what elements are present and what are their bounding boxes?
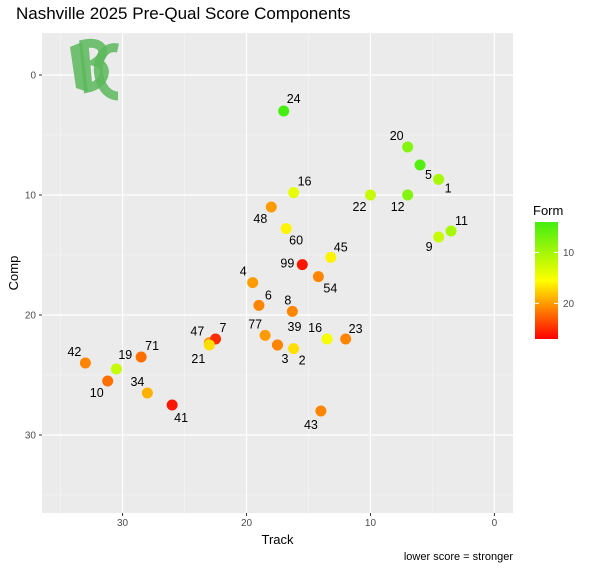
x-tick-label: 10 <box>365 518 377 529</box>
chart-title: Nashville 2025 Pre-Qual Score Components <box>16 4 351 23</box>
point-label: 16 <box>308 321 322 335</box>
x-axis-title: Track <box>261 532 294 547</box>
point-label: 42 <box>67 345 81 359</box>
data-point <box>247 277 259 289</box>
point-label: 20 <box>390 129 404 143</box>
point-label: 47 <box>190 325 204 339</box>
chart-caption: lower score = stronger <box>403 551 513 563</box>
y-axis-title: Comp <box>6 256 21 291</box>
data-point <box>253 299 265 311</box>
minor-gridlines <box>42 33 513 513</box>
point-label: 39 <box>288 320 302 334</box>
data-point <box>259 329 271 341</box>
data-point <box>315 405 327 417</box>
point-label: 60 <box>289 234 303 248</box>
point-label: 54 <box>323 282 337 296</box>
point-label: 5 <box>425 168 432 182</box>
data-point <box>445 225 457 237</box>
y-tick-label: 10 <box>25 191 37 202</box>
legend-colorbar <box>535 222 558 339</box>
point-label: 16 <box>298 175 312 189</box>
point-label: 41 <box>174 411 188 425</box>
point-label: 6 <box>265 288 272 302</box>
data-point <box>433 231 445 243</box>
data-point <box>79 357 91 369</box>
point-label: 77 <box>248 317 262 331</box>
point-label: 7 <box>220 321 227 335</box>
legend-tick-label: 20 <box>563 299 575 310</box>
legend-title: Form <box>533 203 564 218</box>
plot-panel <box>42 33 513 513</box>
data-point <box>296 259 308 271</box>
data-point <box>166 399 178 411</box>
point-label: 12 <box>391 200 405 214</box>
data-point <box>288 187 300 199</box>
point-label: 99 <box>280 257 294 271</box>
data-point <box>340 333 352 345</box>
data-point <box>402 141 414 153</box>
data-point <box>433 173 445 185</box>
major-gridlines <box>42 33 513 513</box>
data-point <box>102 375 114 387</box>
point-label: 45 <box>334 240 348 254</box>
point-label: 71 <box>145 339 159 353</box>
point-label: 22 <box>353 200 367 214</box>
x-axis-ticks: 0 10 20 30 <box>117 513 498 529</box>
x-tick-label: 20 <box>241 518 253 529</box>
logo-letter-c <box>93 43 119 101</box>
point-label: 2 <box>299 354 306 368</box>
point-label: 48 <box>253 212 267 226</box>
data-point <box>265 201 277 213</box>
point-label: 34 <box>130 375 144 389</box>
data-point <box>110 363 122 375</box>
data-point <box>280 223 292 235</box>
point-label: 8 <box>284 293 291 307</box>
data-points <box>79 105 457 417</box>
data-point <box>364 189 376 201</box>
data-point <box>135 351 147 363</box>
data-point <box>321 333 333 345</box>
point-label: 4 <box>240 265 247 279</box>
data-point <box>272 339 283 351</box>
point-label: 19 <box>118 348 132 362</box>
legend-tick-label: 10 <box>563 248 575 259</box>
data-point <box>312 271 324 283</box>
point-labels: 24 20 51 16 22 12 48 11 9 60 45 99 54 4 6 8 77 39 16 23 3 2 47… <box>67 92 468 432</box>
x-tick-label: 0 <box>492 518 498 529</box>
data-point <box>414 159 426 171</box>
data-point <box>286 305 298 317</box>
point-label: 10 <box>90 386 104 400</box>
point-label: 21 <box>191 352 205 366</box>
y-tick-label: 30 <box>25 431 37 442</box>
data-point <box>325 251 337 263</box>
point-label: 43 <box>304 418 318 432</box>
bc-logo <box>70 38 119 101</box>
point-label: 9 <box>426 240 433 254</box>
x-tick-label: 30 <box>117 518 129 529</box>
y-tick-label: 0 <box>30 71 36 82</box>
y-axis-ticks: 0 10 20 30 <box>25 71 42 442</box>
form-color-legend: 10 20 <box>535 222 575 339</box>
y-tick-label: 20 <box>25 311 37 322</box>
point-label: 1 <box>445 181 452 195</box>
point-label: 24 <box>287 92 301 106</box>
data-point <box>288 343 300 355</box>
data-point <box>141 387 153 399</box>
point-label: 11 <box>455 214 468 228</box>
point-label: 3 <box>282 352 289 366</box>
point-label: 23 <box>349 322 363 336</box>
data-point <box>203 339 215 351</box>
data-point <box>402 189 414 201</box>
data-point <box>278 105 290 117</box>
